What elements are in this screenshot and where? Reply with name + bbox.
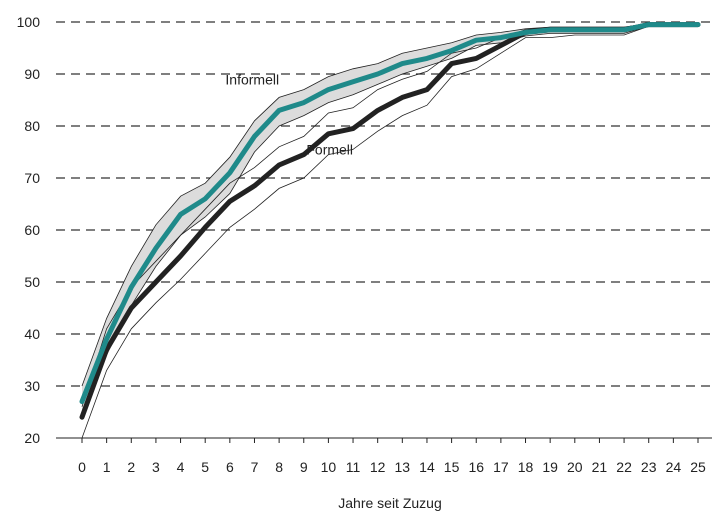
x-axis-title: Jahre seit Zuzug [338,495,442,511]
y-tick-30: 30 [24,378,40,394]
annotations: Informell Formell [225,71,353,157]
x-tick-4: 4 [177,459,185,475]
x-tick-14: 14 [419,459,435,475]
y-tick-90: 90 [24,66,40,82]
x-tick-6: 6 [226,459,234,475]
x-tick-16: 16 [468,459,484,475]
x-tick-22: 22 [616,459,632,475]
x-tick-8: 8 [275,459,283,475]
x-tick-2: 2 [127,459,135,475]
x-tick-18: 18 [518,459,534,475]
x-tick-15: 15 [444,459,460,475]
x-tick-5: 5 [201,459,209,475]
x-tick-20: 20 [567,459,583,475]
series-lines [79,22,701,420]
y-tick-50: 50 [24,274,40,290]
x-tick-24: 24 [666,459,682,475]
y-tick-20: 20 [24,430,40,446]
y-tick-labels: 20 30 40 50 60 70 80 90 100 [17,14,41,446]
x-tick-3: 3 [152,459,160,475]
confidence-bands [81,23,698,439]
y-tick-70: 70 [24,170,40,186]
band-lower-informell [81,25,698,413]
x-tick-12: 12 [370,459,386,475]
x-tick-9: 9 [300,459,308,475]
annotation-informell: Informell [225,71,279,87]
x-tick-labels: 0 1 2 3 4 5 6 7 8 9 10 11 12 13 14 15 16 17 18 19 20 21 22 23 24… [78,459,706,475]
series-line-informell [79,22,701,405]
y-tick-80: 80 [24,118,40,134]
y-tick-60: 60 [24,222,40,238]
annotation-formell: Formell [306,142,353,158]
band-upper-formell [81,23,698,407]
x-tick-0: 0 [78,459,86,475]
x-tick-10: 10 [321,459,337,475]
x-tick-11: 11 [346,459,361,475]
x-tick-7: 7 [251,459,259,475]
y-tick-40: 40 [24,326,40,342]
x-tick-21: 21 [592,459,608,475]
x-tick-17: 17 [493,459,509,475]
x-tick-25: 25 [690,459,706,475]
y-tick-100: 100 [17,14,41,30]
x-tick-13: 13 [395,459,411,475]
x-tick-19: 19 [542,459,558,475]
x-tick-1: 1 [103,459,111,475]
band-fill-informell [82,23,698,412]
x-tick-23: 23 [641,459,657,475]
band-lower-formell [81,25,698,439]
x-tick-marks [81,438,699,443]
